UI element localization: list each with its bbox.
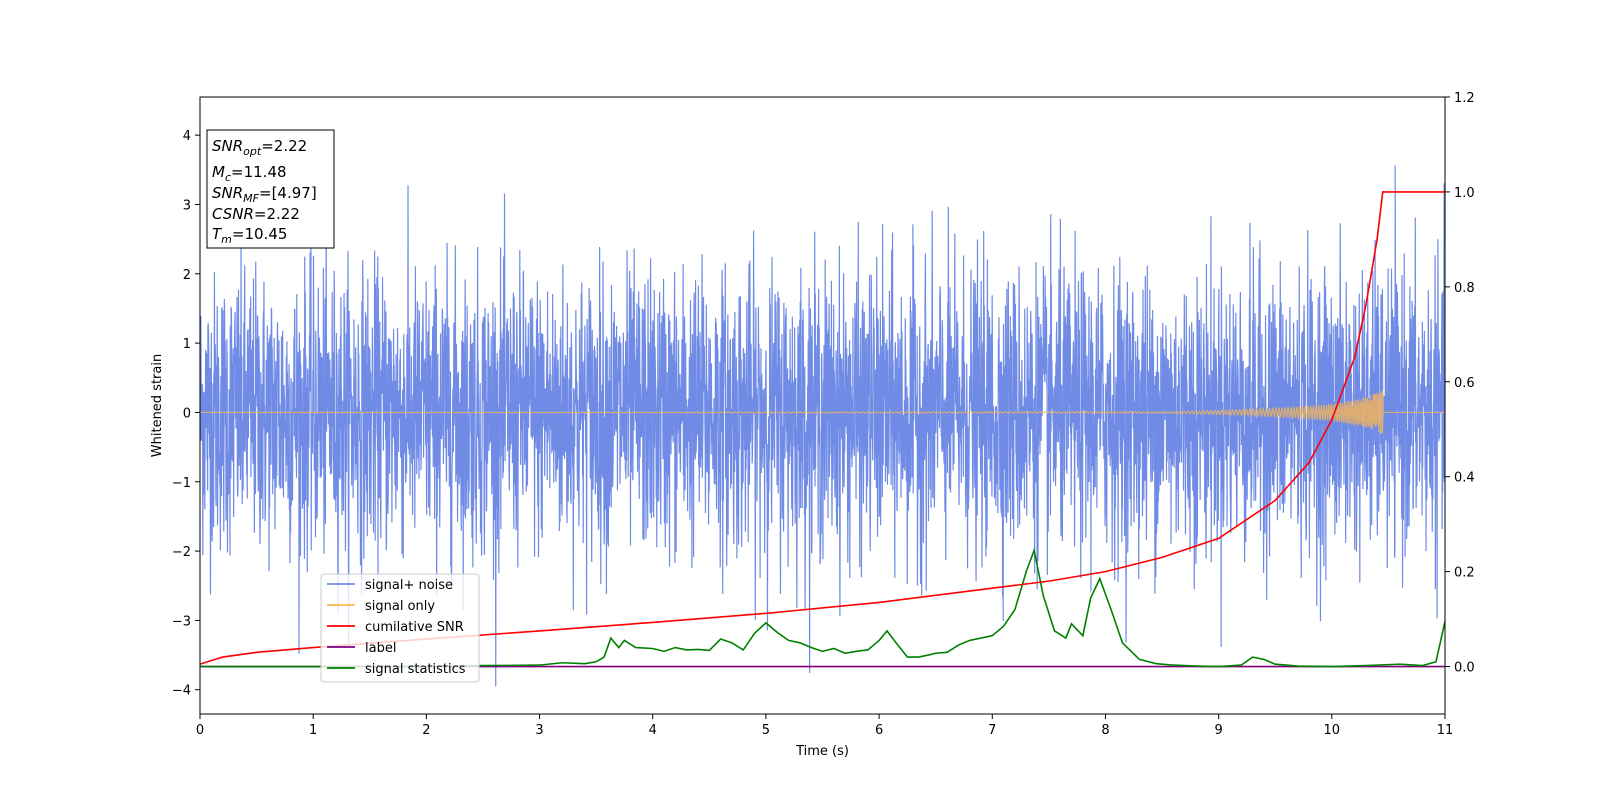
annotation-mc: Mc=11.48: [212, 163, 287, 184]
annotation-tm: Tm=10.45: [212, 225, 287, 246]
y-left-tick-label: −4: [172, 684, 191, 699]
x-tick-label: 3: [535, 723, 543, 738]
y-left-tick-label: −2: [172, 545, 191, 560]
y-axis-right: 0.0 0.2 0.4 0.6 0.8 1.0 1.2: [1445, 91, 1475, 676]
legend-item-signal-statistics: signal statistics: [327, 662, 466, 677]
x-tick-label: 6: [875, 723, 883, 738]
series-signal-only: [200, 390, 1445, 434]
x-axis: 0 1 2 3 4 5 6 7 8 9 10 11: [196, 714, 1453, 738]
plot-frame: [199, 96, 1446, 715]
y-right-tick-label: 1.0: [1454, 186, 1475, 201]
y-right-tick-label: 0.0: [1454, 661, 1475, 676]
annotation-box-frame: [206, 129, 335, 249]
legend-label: signal statistics: [365, 662, 466, 677]
y-left-tick-label: −1: [172, 476, 191, 491]
y-left-tick-label: 3: [183, 198, 191, 213]
annotation-csnr: CSNR=2.22: [212, 205, 300, 223]
x-tick-label: 1: [309, 723, 317, 738]
y-left-tick-label: 4: [183, 129, 191, 144]
y-axis-label: Whitened strain: [150, 354, 165, 457]
series-signal-statistics: [200, 547, 1445, 668]
legend-label: label: [365, 641, 396, 656]
legend-item-cumulative-snr: cumilative SNR: [327, 620, 464, 635]
legend-item-signal-only: signal only: [327, 599, 435, 614]
y-left-tick-label: 0: [183, 406, 191, 421]
x-tick-label: 2: [422, 723, 430, 738]
x-tick-label: 9: [1214, 723, 1222, 738]
x-tick-label: 11: [1437, 723, 1454, 738]
y-left-tick-label: −3: [172, 614, 191, 629]
x-axis-label: Time (s): [795, 744, 849, 759]
legend-label: cumilative SNR: [365, 620, 464, 635]
x-tick-label: 10: [1324, 723, 1341, 738]
x-tick-label: 8: [1101, 723, 1109, 738]
x-tick-label: 0: [196, 723, 204, 738]
legend: signal+ noise signal only cumilative SNR la…: [320, 573, 480, 683]
y-right-tick-label: 0.8: [1454, 281, 1475, 296]
annotation-snr-opt: SNRopt=2.22: [212, 137, 307, 158]
y-right-tick-label: 1.2: [1454, 91, 1475, 106]
y-axis-left: −4 −3 −2 −1 0 1 2 3 4: [172, 129, 200, 699]
y-right-tick-label: 0.4: [1454, 471, 1475, 486]
x-tick-label: 4: [649, 723, 657, 738]
y-left-tick-label: 1: [183, 337, 191, 352]
x-tick-label: 7: [988, 723, 996, 738]
annotation-snr-mf: SNRMF=[4.97]: [212, 184, 317, 205]
annotation-box: SNRopt=2.22 Mc=11.48 SNRMF=[4.97] CSNR=2…: [206, 129, 335, 249]
legend-frame: [320, 573, 480, 683]
x-tick-label: 5: [762, 723, 770, 738]
legend-label: signal+ noise: [365, 578, 453, 593]
legend-item-signal-noise: signal+ noise: [327, 578, 453, 593]
y-left-tick-label: 2: [183, 268, 191, 283]
legend-item-label: label: [327, 641, 396, 656]
series-signal-noise: [200, 165, 1445, 687]
legend-label: signal only: [365, 599, 435, 614]
y-right-tick-label: 0.2: [1454, 566, 1475, 581]
y-right-tick-label: 0.6: [1454, 376, 1475, 391]
